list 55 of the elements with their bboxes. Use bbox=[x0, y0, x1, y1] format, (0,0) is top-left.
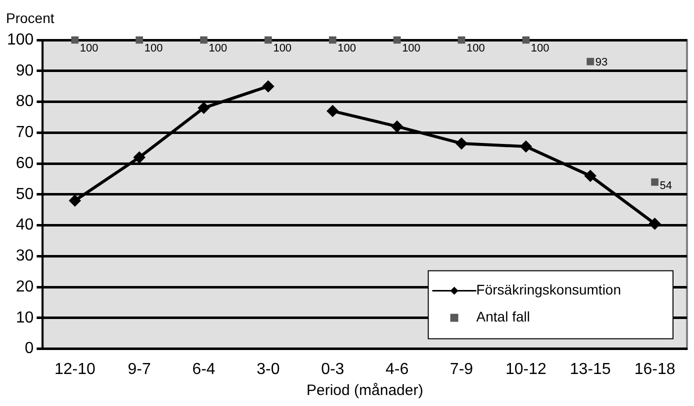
y-tick-label: 80 bbox=[16, 93, 34, 110]
point bbox=[522, 36, 530, 44]
point bbox=[71, 36, 79, 44]
point bbox=[584, 170, 596, 182]
x-tick-label: 16-18 bbox=[634, 360, 676, 378]
point bbox=[264, 36, 272, 44]
legend-label: Antal fall bbox=[476, 308, 530, 325]
data-label: 100 bbox=[144, 42, 163, 55]
x-tick-label: 3-0 bbox=[256, 360, 280, 378]
x-tick-label: 13-15 bbox=[570, 360, 611, 378]
y-tick-label: 30 bbox=[16, 248, 34, 265]
data-label: 54 bbox=[660, 180, 672, 192]
point bbox=[200, 36, 208, 44]
point bbox=[69, 195, 80, 206]
x-tick-label: 10-12 bbox=[505, 360, 546, 378]
x-axis-title: Period (månader) bbox=[306, 382, 424, 400]
y-tick-label: 90 bbox=[16, 62, 34, 80]
point bbox=[327, 106, 338, 117]
y-tick-label: 20 bbox=[16, 278, 34, 296]
x-tick-label: 6-4 bbox=[192, 360, 216, 378]
point bbox=[651, 178, 658, 186]
point bbox=[136, 36, 144, 44]
point bbox=[520, 141, 532, 152]
data-label: 100 bbox=[402, 42, 420, 55]
point bbox=[262, 80, 274, 92]
x-tick-label: 0-3 bbox=[321, 360, 344, 378]
point bbox=[456, 138, 467, 149]
point bbox=[198, 102, 210, 114]
data-label: 100 bbox=[338, 42, 356, 55]
legend-label: Försäkringskonsumtion bbox=[476, 282, 622, 298]
x-tick-label: 12-10 bbox=[54, 360, 96, 378]
data-label: 93 bbox=[595, 56, 608, 68]
x-tick-label: 7-9 bbox=[450, 360, 474, 378]
data-label: 100 bbox=[530, 42, 550, 55]
data-label: 100 bbox=[80, 42, 98, 55]
x-tick-label: 9-7 bbox=[128, 360, 152, 378]
point bbox=[134, 152, 145, 163]
y-tick-label: 100 bbox=[6, 31, 34, 48]
y-axis-title: Procent bbox=[6, 10, 54, 26]
y-tick-label: 60 bbox=[16, 154, 34, 172]
y-tick-label: 10 bbox=[16, 309, 34, 326]
y-tick-label: 70 bbox=[16, 124, 34, 142]
data-label: 100 bbox=[466, 42, 485, 55]
data-label: 100 bbox=[273, 42, 292, 55]
y-tick-label: 50 bbox=[16, 186, 34, 203]
point bbox=[328, 36, 336, 44]
data-label: 100 bbox=[208, 42, 228, 55]
point bbox=[458, 36, 466, 44]
x-tick-label: 4-6 bbox=[386, 360, 409, 378]
y-tick-label: 0 bbox=[24, 340, 34, 358]
point bbox=[392, 120, 403, 132]
y-tick-label: 40 bbox=[16, 216, 34, 234]
point bbox=[649, 218, 660, 230]
point bbox=[586, 58, 594, 66]
point bbox=[393, 36, 401, 44]
